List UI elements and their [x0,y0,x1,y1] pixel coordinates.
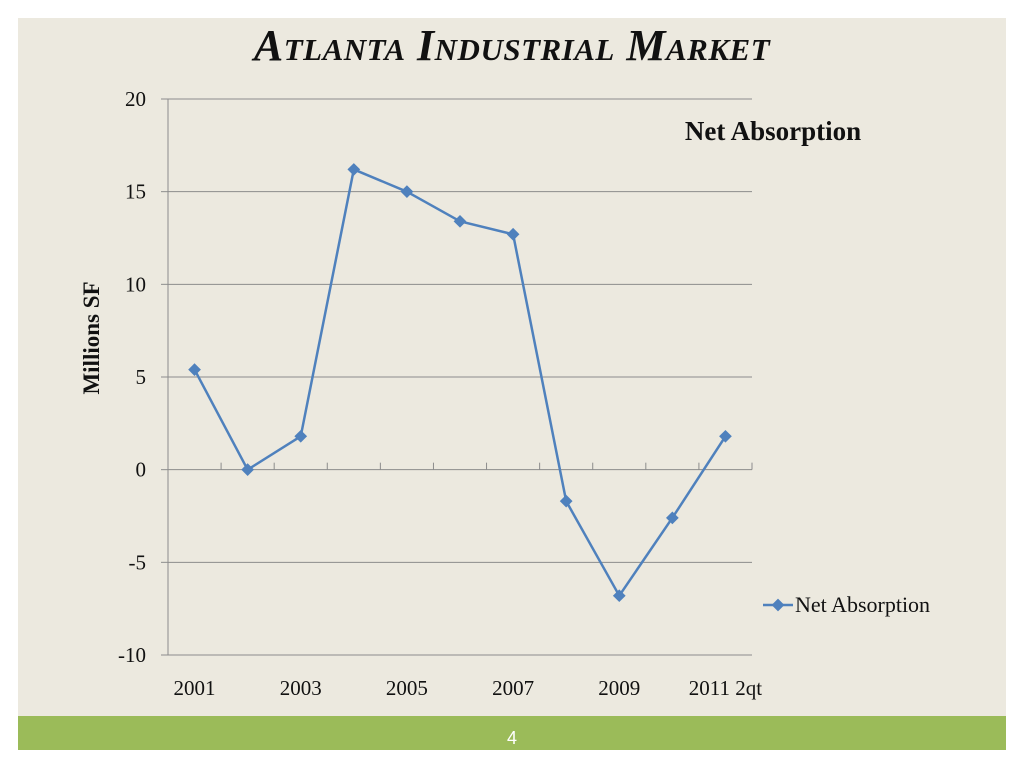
series-net-absorption [188,163,732,603]
x-tick-labels: 2001 2003 2005 2007 2009 2011 2qt [174,676,763,700]
data-point [347,163,361,176]
gridlines [168,98,752,656]
data-point [241,463,255,477]
series-line [193,168,727,597]
x-tick-label: 2011 2qt [689,676,762,700]
x-tick-label: 2007 [492,676,534,700]
data-point [400,185,414,199]
y-tick-labels: 20 15 10 5 0 -5 -10 [118,87,146,667]
data-point [188,363,201,376]
y-tick-label: 0 [136,458,147,482]
slide-background [18,18,1006,750]
y-tick-label: 20 [125,87,146,111]
slide-title: Atlanta Industrial Market [253,21,771,70]
footer-bar: 4 [18,716,1006,750]
data-point [294,429,308,443]
legend-marker [771,598,785,612]
y-tick-label: 10 [125,272,146,296]
legend-entry-net-absorption: Net Absorption [795,592,930,617]
x-tick-label: 2001 [174,676,216,700]
x-tick-label: 2005 [386,676,428,700]
chart-title: Net Absorption [685,116,861,146]
data-point [559,494,573,508]
y-tick-label: -10 [118,643,146,667]
y-tick-label: 5 [136,365,147,389]
x-tick-label: 2003 [280,676,322,700]
page-number: 4 [506,728,517,748]
data-point [453,214,467,228]
y-axis-label: Millions SF [79,281,104,394]
legend: Net Absorption [763,592,930,617]
y-tick-label: -5 [129,550,147,574]
y-tick-label: 15 [125,180,146,204]
data-point [506,227,520,241]
axes [161,98,753,656]
data-point [719,429,732,443]
x-tick-label: 2009 [598,676,640,700]
